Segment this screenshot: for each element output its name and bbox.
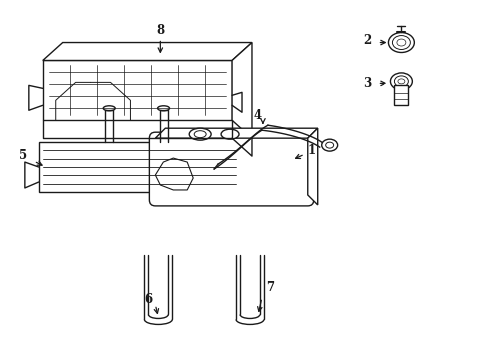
FancyBboxPatch shape [149, 132, 314, 206]
Polygon shape [39, 142, 240, 192]
Text: 4: 4 [254, 109, 262, 122]
Ellipse shape [326, 142, 334, 148]
Polygon shape [155, 128, 318, 138]
Ellipse shape [397, 39, 406, 46]
Ellipse shape [398, 79, 405, 84]
Ellipse shape [391, 73, 413, 90]
Text: 2: 2 [364, 34, 371, 47]
Polygon shape [308, 128, 318, 205]
Ellipse shape [189, 128, 211, 140]
Ellipse shape [194, 131, 206, 138]
Polygon shape [43, 60, 232, 120]
Text: 5: 5 [19, 149, 27, 162]
Polygon shape [232, 42, 252, 138]
Text: 8: 8 [156, 24, 164, 37]
Ellipse shape [221, 129, 239, 139]
Polygon shape [43, 42, 252, 60]
Ellipse shape [322, 139, 338, 151]
Text: 3: 3 [364, 77, 371, 90]
Polygon shape [240, 142, 254, 204]
Polygon shape [155, 158, 193, 190]
Ellipse shape [394, 76, 408, 87]
Bar [394, 85, 408, 105]
Ellipse shape [158, 106, 170, 111]
Text: 6: 6 [145, 293, 152, 306]
Ellipse shape [392, 36, 410, 50]
Ellipse shape [389, 32, 415, 53]
Text: 7: 7 [266, 281, 274, 294]
Text: 1: 1 [308, 144, 316, 157]
Ellipse shape [103, 106, 115, 111]
